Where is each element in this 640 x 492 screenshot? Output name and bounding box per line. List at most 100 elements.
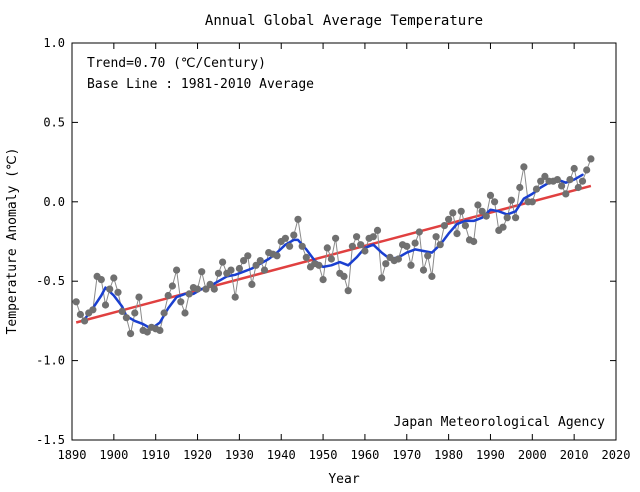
annual-data-point [177, 298, 185, 306]
annual-data-point [553, 176, 562, 184]
annual-data-point [231, 293, 239, 301]
annual-data-point [135, 293, 143, 301]
annual-data-point [110, 274, 118, 282]
annual-data-point [202, 285, 210, 293]
annual-data-point [89, 306, 97, 314]
annual-data-point [378, 274, 386, 282]
y-axis-label: Temperature Anomaly (℃) [5, 148, 20, 335]
annual-data-point [511, 214, 520, 222]
x-tick-label: 1900 [99, 448, 128, 462]
y-tick-label: 1.0 [43, 36, 65, 50]
annual-data-point [503, 214, 511, 222]
annual-points-layer [72, 155, 595, 338]
x-tick-label: 1940 [267, 448, 296, 462]
annual-data-point [332, 234, 340, 242]
annual-data-point [453, 230, 461, 238]
annual-data-point [436, 241, 444, 249]
annual-data-point [587, 155, 595, 163]
annual-data-point [290, 231, 298, 239]
annual-data-point [445, 215, 453, 223]
annual-data-point [361, 247, 369, 255]
annual-data-point [294, 215, 302, 223]
annual-data-point [528, 198, 536, 206]
annual-series-line [75, 158, 592, 334]
annual-data-point [193, 285, 202, 293]
annual-data-point [558, 182, 566, 190]
annual-data-point [432, 233, 440, 241]
annual-data-point [357, 241, 365, 249]
annual-data-point [122, 314, 130, 322]
annual-data-point [532, 185, 541, 193]
annual-data-point [382, 260, 390, 268]
annual-data-point [344, 287, 352, 295]
moving-average-layer [83, 173, 584, 331]
chart-title: Annual Global Average Temperature [205, 13, 483, 29]
annual-data-point [227, 266, 235, 274]
annual-data-point [214, 269, 223, 277]
annual-data-point [486, 191, 495, 199]
annual-data-point [428, 272, 436, 280]
annual-data-point [419, 266, 428, 274]
annual-data-point [574, 183, 582, 192]
annual-data-point [474, 201, 482, 209]
annual-data-point [143, 328, 151, 336]
trend-annotation: Trend=0.70 (℃/Century) [87, 56, 266, 71]
annual-data-point [127, 330, 135, 338]
annual-data-point [340, 272, 348, 280]
annual-data-point [273, 252, 281, 260]
annual-data-point [369, 233, 377, 241]
annual-data-point [541, 172, 549, 180]
annual-data-point [240, 257, 248, 265]
annual-data-point [160, 309, 168, 317]
annual-data-point [424, 252, 432, 260]
annual-data-point [252, 261, 260, 269]
x-tick-label: 1960 [350, 448, 379, 462]
y-tick-label: -1.5 [36, 433, 65, 447]
source-annotation: Japan Meteorological Agency [394, 415, 605, 430]
annual-data-point [302, 253, 310, 261]
annual-data-point [244, 252, 252, 260]
annual-data-point [164, 291, 172, 300]
annual-data-point [457, 207, 465, 215]
x-tick-label: 1890 [58, 448, 87, 462]
annual-data-point [219, 258, 227, 266]
axis-ticks: 1890 1900 1910 1920 1930 1940 1950 1960 1970 1980… [36, 36, 630, 462]
annual-data-point [478, 207, 486, 215]
annual-data-point [348, 242, 356, 250]
x-tick-label: 1930 [225, 448, 254, 462]
annual-data-point [411, 239, 419, 247]
x-axis-label: Year [328, 472, 359, 487]
annual-data-point [281, 234, 289, 242]
x-tick-label: 2020 [602, 448, 631, 462]
annual-data-point [583, 166, 591, 174]
annual-data-point [520, 163, 528, 171]
annual-data-point [260, 266, 269, 274]
y-tick-label: 0.5 [43, 115, 65, 129]
x-tick-label: 1920 [183, 448, 212, 462]
annual-data-point [181, 309, 189, 317]
annual-data-point [206, 280, 214, 288]
annual-data-point [106, 285, 114, 293]
plot-frame [71, 42, 617, 441]
annual-data-point [286, 242, 294, 250]
annual-data-point [173, 266, 181, 274]
annual-data-point [76, 310, 84, 319]
trend-line-layer [75, 184, 592, 324]
annual-data-point [210, 285, 218, 293]
annual-data-point [248, 280, 256, 288]
annual-data-point [319, 276, 327, 284]
annual-data-point [353, 233, 361, 241]
annual-data-point [185, 290, 193, 298]
annual-data-point [415, 228, 423, 236]
annual-data-point [562, 190, 570, 198]
trend-line [75, 184, 592, 324]
x-tick-label: 1990 [476, 448, 505, 462]
annual-data-point [461, 222, 469, 230]
annual-data-point [449, 209, 457, 217]
annual-data-point [537, 177, 545, 185]
annual-data-point [315, 261, 323, 269]
moving-average-line [83, 173, 584, 331]
x-tick-label: 1970 [392, 448, 421, 462]
